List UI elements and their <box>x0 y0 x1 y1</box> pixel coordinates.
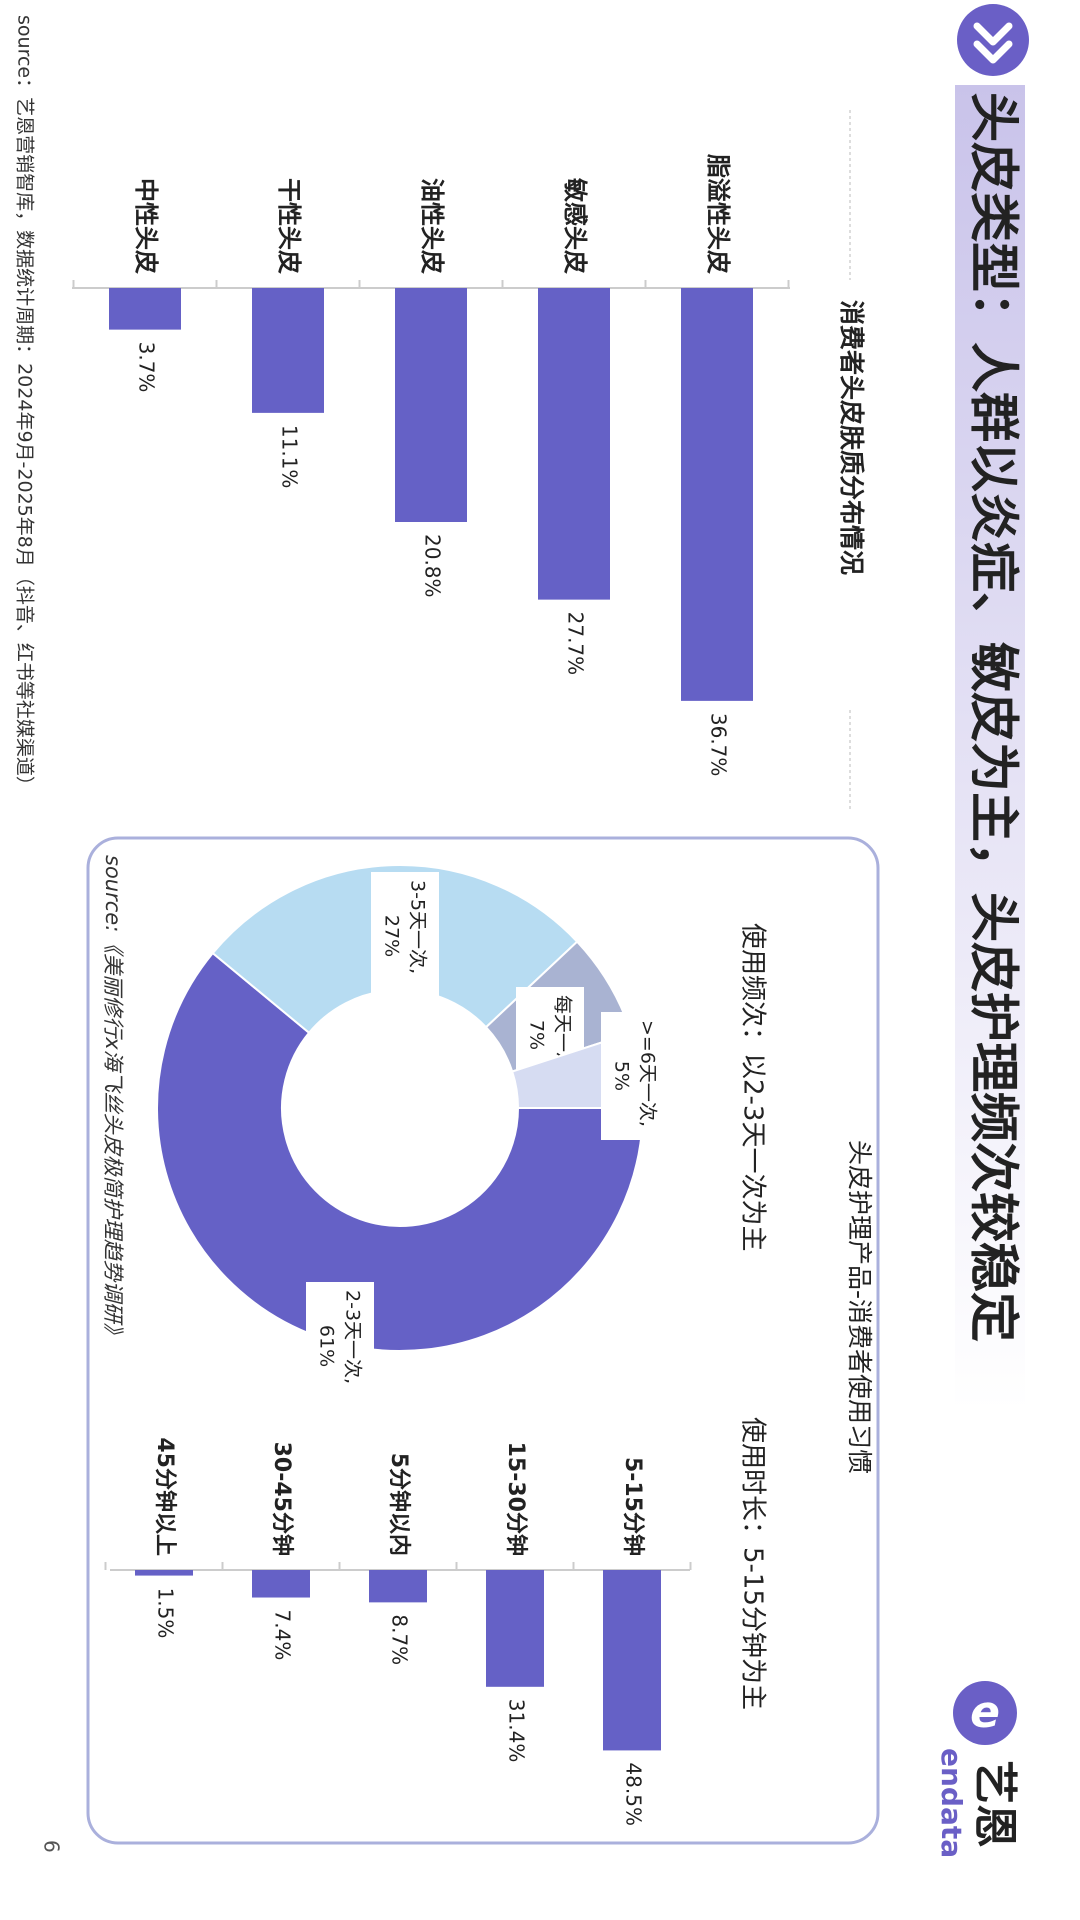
duration-bar <box>252 1570 310 1598</box>
duration-value-label: 8.7% <box>388 1614 412 1665</box>
skin-type-category-label: 敏感头皮 <box>561 177 589 274</box>
donut-slice-label: 2-3天一次, <box>342 1290 364 1384</box>
skin-type-category-label: 脂溢性头皮 <box>704 154 732 274</box>
page-number: 6 <box>40 1840 64 1853</box>
duration-title: 使用时长：5-15分钟为主 <box>738 1417 768 1710</box>
duration-category-label: 5-15分钟 <box>620 1457 646 1556</box>
svg-text:e: e <box>970 1687 1000 1738</box>
skin-type-bar-chart: 消费者头皮肤质分布情况 脂溢性头皮 36.7% 敏感头皮 27.7% 油性头皮 20.8% 干… <box>72 154 866 776</box>
duration-bar <box>369 1570 427 1603</box>
duration-value-label: 1.5% <box>154 1588 178 1639</box>
donut-label-box <box>601 1012 669 1140</box>
skin-type-bar <box>538 288 610 600</box>
skin-type-bar <box>252 288 324 413</box>
skin-type-category-label: 干性头皮 <box>275 178 303 274</box>
duration-bar <box>135 1570 193 1576</box>
skin-type-title: 消费者头皮肤质分布情况 <box>837 300 866 575</box>
skin-type-value-label: 20.8% <box>421 534 445 598</box>
frequency-donut-chart: 使用频次：以2-3天一次为主2-3天一次,61%3-5天一次,27%每天一次,7… <box>156 864 768 1410</box>
donut-slice-value: 61% <box>316 1325 338 1367</box>
duration-category-label: 30-45分钟 <box>269 1442 295 1556</box>
skin-type-bar <box>109 288 181 330</box>
brand-logo: e 艺恩 endata <box>935 1681 1020 1858</box>
source-left: source：艺恩营销智库，数据统计周期：2024年9月-2025年8月（抖音、… <box>14 15 36 795</box>
duration-category-label: 45分钟以上 <box>152 1437 178 1556</box>
skin-type-category-label: 油性头皮 <box>418 178 446 274</box>
donut-slice-value: 7% <box>526 1020 548 1050</box>
donut-slice <box>156 951 645 1352</box>
skin-type-value-label: 11.1% <box>278 425 302 489</box>
duration-bar <box>486 1570 544 1687</box>
skin-type-value-label: 27.7% <box>564 612 588 676</box>
frequency-title: 使用频次：以2-3天一次为主 <box>738 923 768 1251</box>
brand-name-cn: 艺恩 <box>969 1760 1020 1848</box>
duration-value-label: 7.4% <box>271 1610 295 1661</box>
skin-type-value-label: 3.7% <box>135 342 159 393</box>
brand-name-en: endata <box>935 1748 968 1858</box>
duration-bar <box>603 1570 661 1751</box>
donut-slice-value: 27% <box>381 915 403 957</box>
donut-slice-label: >=6天一次, <box>637 1020 659 1127</box>
donut-label-box <box>306 1282 374 1410</box>
double-chevron-icon <box>957 4 1029 76</box>
skin-type-value-label: 36.7% <box>707 713 731 777</box>
skin-type-bar <box>681 288 753 701</box>
title-band <box>955 85 1025 1645</box>
skin-type-category-label: 中性头皮 <box>132 178 160 274</box>
donut-slice-value: 5% <box>611 1061 633 1091</box>
duration-bar-chart: 使用时长：5-15分钟为主 5-15分钟 48.5% 15-30分钟 31.4% 5分钟以… <box>104 1417 768 1826</box>
habits-panel <box>86 836 880 1845</box>
page-title: 头皮类型：人群以炎症、敏皮为主，头皮护理频次较稳定 <box>965 92 1023 1342</box>
donut-slice-label: 3-5天一次, <box>407 880 429 974</box>
duration-value-label: 31.4% <box>505 1699 529 1763</box>
skin-type-bar <box>395 288 467 522</box>
habits-panel-title: 头皮护理产品-消费者使用习惯 <box>845 1140 874 1474</box>
duration-value-label: 48.5% <box>622 1762 646 1826</box>
donut-label-box <box>371 872 439 1000</box>
duration-category-label: 15-30分钟 <box>503 1442 529 1556</box>
duration-category-label: 5分钟以内 <box>386 1453 412 1556</box>
source-right: source:《美丽修行x海飞丝头皮极简护理趋势调研》 <box>101 855 125 1344</box>
